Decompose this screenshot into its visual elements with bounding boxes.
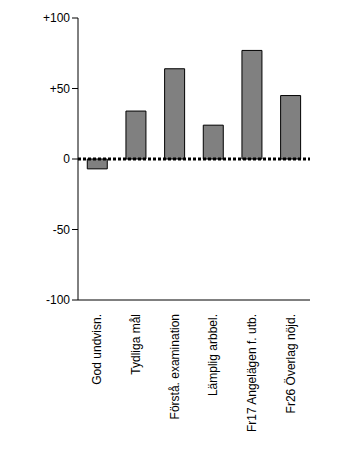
svg-text:0: 0: [63, 152, 70, 166]
svg-text:+100: +100: [43, 11, 70, 25]
svg-text:Tydliga mål: Tydliga mål: [129, 314, 143, 375]
svg-text:-100: -100: [46, 293, 70, 307]
svg-text:Fr17 Angelägen f. utb.: Fr17 Angelägen f. utb.: [245, 314, 259, 432]
svg-text:+50: +50: [50, 82, 71, 96]
svg-text:Förstå. examination: Förstå. examination: [168, 314, 182, 419]
svg-text:Lämplig arbbel.: Lämplig arbbel.: [206, 314, 220, 396]
svg-text:-50: -50: [53, 223, 71, 237]
svg-text:God undvisn.: God undvisn.: [90, 314, 104, 385]
svg-text:Fr26 Överlag nöjd.: Fr26 Överlag nöjd.: [284, 314, 298, 413]
